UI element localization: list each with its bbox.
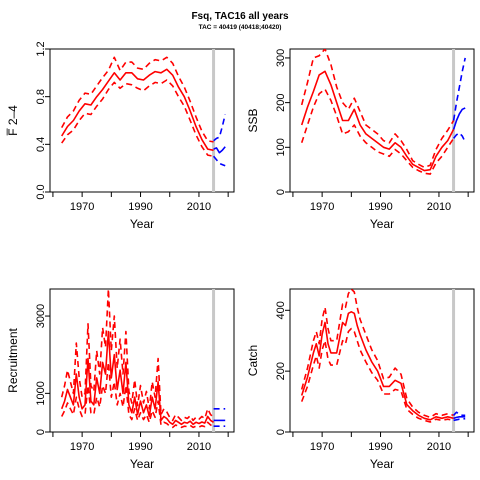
ssb-x-tick-label: 1970 — [310, 201, 334, 213]
fbar-y-tick-label: 0.8 — [35, 89, 47, 104]
fbar-panel: 1970 1990 2010 0.0 0.4 0.8 1.2 Year F̅ 2–4 — [6, 41, 235, 231]
fbar-y-tick-label: 0.0 — [35, 184, 47, 199]
fbar-x-tick-label: 1990 — [128, 201, 152, 213]
catch-y-tick-label: 0 — [275, 429, 287, 435]
catch-forecast-lower-line — [453, 417, 466, 422]
recruitment-x-tick-label: 1970 — [70, 441, 94, 453]
recruitment-y-axis-label: Recruitment — [6, 327, 20, 392]
ssb-history-lower-line — [300, 88, 455, 175]
recruitment-y-tick-label: 0 — [35, 429, 47, 435]
ssb-y-tick-label: 200 — [275, 93, 287, 111]
catch-history-lower-line — [300, 327, 454, 423]
ssb-y-tick-label: 0 — [275, 189, 287, 195]
fbar-y-tick-label: 0.4 — [35, 137, 47, 152]
catch-forecast-median-line — [453, 416, 466, 420]
catch-forecast-upper-line — [453, 411, 466, 417]
recruitment-x-tick-label: 1990 — [128, 441, 152, 453]
ssb-panel: 1970 1990 2010 0 100 200 300 Year SSB — [246, 48, 475, 231]
catch-plot-frame — [289, 288, 475, 433]
catch-history-median-line — [300, 311, 454, 421]
recruitment-y-tick-label: 3000 — [35, 304, 47, 328]
recruitment-plot-frame — [49, 288, 235, 433]
catch-x-tick-label: 1970 — [310, 441, 334, 453]
ssb-x-tick-label: 2010 — [427, 201, 451, 213]
ssb-y-tick-label: 300 — [275, 49, 287, 67]
ssb-y-tick-label: 100 — [275, 138, 287, 156]
catch-y-axis-label: Catch — [246, 345, 260, 376]
catch-y-tick-label: 400 — [275, 301, 287, 319]
fbar-y-tick-label: 1.2 — [35, 41, 47, 56]
catch-panel: 1970 1990 2010 0 200 400 Year Catch — [246, 288, 475, 471]
fbar-history-median-line — [61, 68, 214, 152]
recruitment-x-axis-label: Year — [130, 457, 154, 471]
catch-y-tick-label: 200 — [275, 362, 287, 380]
ssb-history-median-line — [300, 70, 455, 172]
fbar-plot-frame — [49, 48, 235, 193]
fbar-forecast-upper-line — [213, 114, 226, 142]
figure-subtitle: TAC = 40419 (40418;40420) — [198, 24, 282, 31]
ssb-history-upper-line — [300, 49, 455, 169]
recruitment-history-lower-line — [60, 361, 214, 429]
figure-title: Fsq, TAC16 all years — [191, 11, 289, 22]
ssb-forecast-upper-line — [452, 57, 466, 121]
ssb-x-tick-label: 1990 — [368, 201, 392, 213]
catch-history-upper-line — [300, 289, 454, 419]
ssb-forecast-lower-line — [452, 132, 466, 143]
ssb-series-area — [300, 49, 466, 175]
recruitment-series-area — [60, 289, 226, 429]
fbar-series-area — [60, 56, 226, 167]
catch-x-axis-label: Year — [370, 457, 394, 471]
recruitment-y-tick-label: 1000 — [35, 381, 47, 405]
ssb-y-axis-label: SSB — [246, 108, 260, 132]
fbar-forecast-lower-line — [212, 155, 226, 167]
fbar-y-axis-label: F̅ 2–4 — [6, 105, 20, 136]
fbar-forecast-median-line — [213, 146, 226, 154]
fbar-x-axis-label: Year — [130, 217, 154, 231]
fbar-x-tick-label: 1970 — [70, 201, 94, 213]
ssb-x-axis-label: Year — [370, 217, 394, 231]
figure-header: Fsq, TAC16 all years TAC = 40419 (40418;… — [0, 0, 480, 40]
ssb-forecast-median-line — [452, 107, 466, 130]
recruitment-history-median-line — [60, 330, 215, 426]
recruitment-panel: 1970 1990 2010 0 1000 3000 Year Recruitment — [6, 288, 235, 471]
recruitment-history-upper-line — [60, 289, 215, 422]
ssb-plot-frame — [289, 48, 475, 193]
catch-series-area — [300, 289, 466, 423]
catch-x-tick-label: 1990 — [368, 441, 392, 453]
fbar-x-tick-label: 2010 — [187, 201, 211, 213]
catch-x-tick-label: 2010 — [427, 441, 451, 453]
fbar-history-lower-line — [61, 79, 214, 158]
recruitment-x-tick-label: 2010 — [187, 441, 211, 453]
fbar-history-upper-line — [60, 56, 214, 143]
